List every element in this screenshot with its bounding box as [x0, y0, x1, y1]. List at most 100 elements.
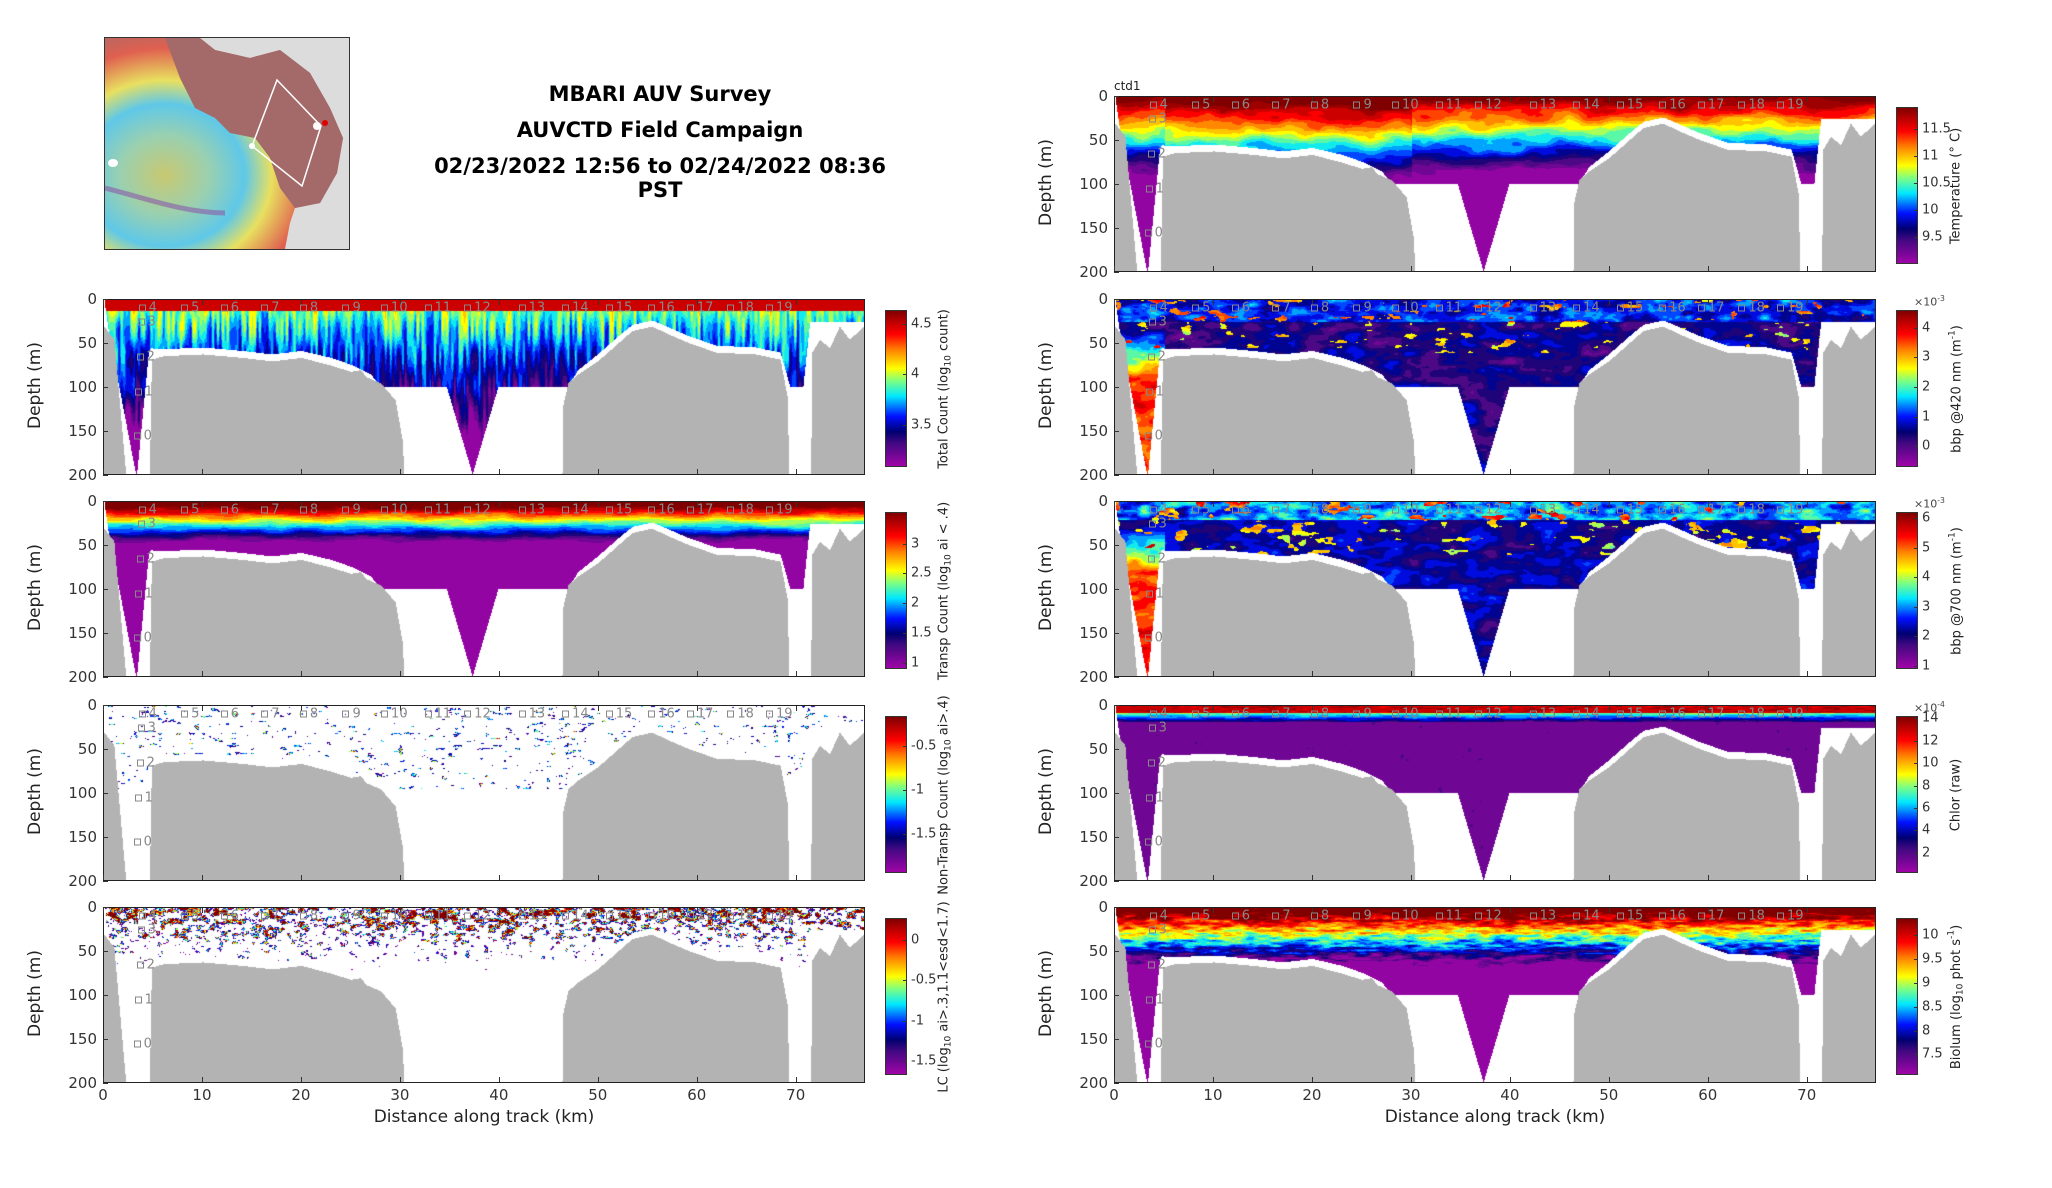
y-tick-mark [1114, 140, 1119, 141]
x-tick-mark [1509, 266, 1511, 271]
profile-marker-square [138, 304, 146, 312]
profile-marker-square [1148, 115, 1156, 123]
profile-marker-square [1353, 912, 1361, 920]
profile-marker-square [1272, 101, 1280, 109]
profile-marker: 7 [1272, 300, 1291, 315]
profile-marker-label: 1 [1155, 992, 1164, 1008]
profile-marker-square [1435, 710, 1443, 718]
profile-marker-label: 10 [391, 706, 408, 722]
profile-marker: 16 [1659, 300, 1686, 315]
x-tick-mark [1806, 266, 1808, 271]
y-tick-mark [1114, 837, 1119, 838]
profile-marker-label: 14 [572, 908, 589, 924]
exponent-base: ×10 [1914, 701, 1938, 715]
profile-marker: 16 [648, 908, 675, 923]
x-tick-label: 20 [1302, 1086, 1322, 1104]
profile-marker-square [1353, 506, 1361, 514]
y-tick-label: 150 [68, 1030, 97, 1048]
profile-marker-label: 18 [737, 908, 754, 924]
profile-marker-square [464, 304, 472, 312]
x-tick-mark [498, 300, 500, 305]
x-tick-mark [498, 671, 500, 676]
profile-marker-label: 15 [615, 300, 633, 316]
x-tick-mark [1410, 300, 1412, 305]
y-tick-label: 150 [1079, 422, 1108, 440]
profile-marker-label: 2 [146, 755, 155, 771]
colorbar-tick-label: 5 [1922, 540, 1931, 556]
profile-marker-square [686, 710, 694, 718]
colorbar-label-part: ) [1949, 324, 1965, 330]
profile-marker-square [381, 912, 389, 920]
colorbar-tick-mark [903, 374, 906, 376]
y-tick-label: 0 [1098, 898, 1108, 916]
profile-marker-label: 9 [1363, 908, 1372, 924]
profile-marker-square [1777, 506, 1784, 514]
profile-marker-label: 19 [776, 300, 793, 316]
colorbar-tick-mark [1914, 387, 1917, 389]
profile-marker-label: 15 [1626, 502, 1644, 518]
profile-marker-square [518, 710, 526, 718]
profile-marker-square [1272, 710, 1280, 718]
profile-marker-label: 3 [1158, 922, 1167, 938]
y-tick-mark [103, 343, 108, 344]
section-plot-transp_count [103, 501, 865, 677]
y-tick-mark [103, 589, 108, 590]
x-tick-mark [1608, 502, 1610, 507]
profile-marker-label: 3 [1158, 720, 1167, 736]
profile-marker-label: 4 [1159, 502, 1168, 518]
profile-marker: 8 [1310, 300, 1329, 315]
heatmap-biolum [1115, 908, 1875, 1082]
profile-marker-label: 12 [474, 300, 491, 316]
profile-marker-label: 10 [1402, 706, 1419, 722]
profile-marker: 7 [1272, 502, 1291, 517]
profile-marker-square [1353, 101, 1361, 109]
profile-marker: 10 [381, 908, 408, 923]
profile-marker: 11 [1435, 908, 1462, 923]
profile-marker: 15 [1616, 300, 1643, 315]
profile-marker-square [261, 710, 269, 718]
x-tick-mark [597, 706, 599, 711]
x-tick-mark [696, 671, 698, 676]
colorbar-tick-mark [903, 745, 906, 747]
profile-marker-label: 15 [1626, 97, 1644, 113]
y-tick-label: 200 [1079, 668, 1108, 686]
profile-marker: 14 [1573, 300, 1600, 315]
x-tick-mark [300, 1077, 302, 1082]
profile-marker: 1 [134, 791, 153, 806]
profile-marker-label: 15 [1626, 706, 1644, 722]
y-tick-label: 150 [68, 828, 97, 846]
profile-marker-label: 17 [696, 908, 714, 924]
colorbar-tick-mark [1914, 763, 1917, 765]
section-plot-biolum [1114, 907, 1876, 1083]
heatmap-bbp420 [1115, 300, 1875, 474]
profile-marker-square [648, 710, 656, 718]
y-tick-mark [103, 951, 108, 952]
profile-marker-label: 7 [271, 502, 280, 518]
colorbar-total_count [885, 310, 907, 467]
colorbar-tick-label: 1 [911, 655, 920, 671]
colorbar-tick-mark [1914, 785, 1917, 787]
exponent-power: -3 [1937, 496, 1945, 505]
colorbar-tick-mark [1914, 416, 1917, 418]
x-tick-mark [300, 875, 302, 880]
profile-marker: 6 [220, 300, 239, 315]
x-tick-mark [498, 908, 500, 913]
profile-marker-label: 12 [474, 502, 491, 518]
profile-marker-square [1475, 710, 1483, 718]
y-axis-label: Depth (m) [1036, 748, 1056, 836]
x-tick-mark [597, 469, 599, 474]
x-tick-mark [1707, 502, 1709, 507]
profile-marker-label: 1 [144, 586, 153, 602]
profile-marker: 2 [1147, 349, 1166, 364]
profile-marker-label: 16 [658, 908, 675, 924]
profile-marker: 5 [181, 502, 199, 517]
profile-marker: 10 [1392, 300, 1419, 315]
profile-marker-label: 12 [1485, 502, 1502, 518]
colorbar-tick-mark [1914, 1006, 1917, 1008]
profile-marker-square [1616, 304, 1624, 312]
profile-marker-label: 13 [528, 908, 546, 924]
profile-marker-square [464, 506, 472, 514]
profile-marker-square [181, 304, 189, 312]
profile-marker-label: 1 [1155, 586, 1164, 602]
colorbar-bbp700 [1896, 512, 1918, 669]
